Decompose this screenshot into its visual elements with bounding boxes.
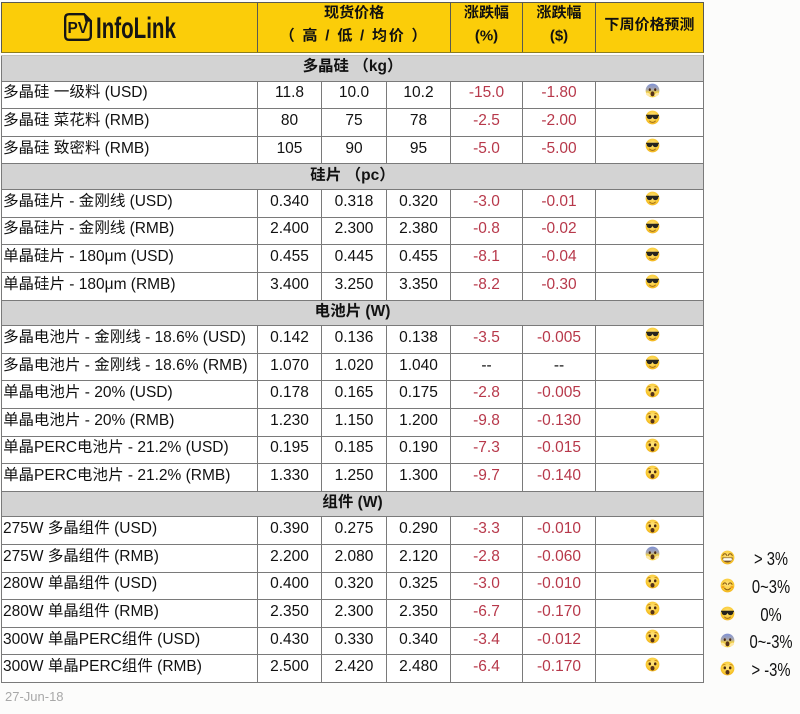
svg-text:PV: PV: [68, 20, 89, 37]
